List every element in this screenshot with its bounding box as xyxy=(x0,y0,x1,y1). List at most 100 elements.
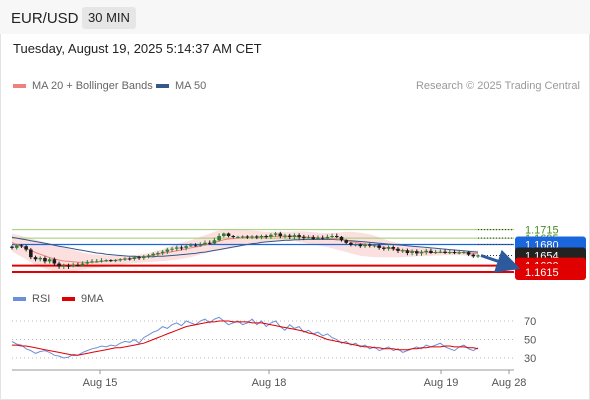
candle-body xyxy=(363,244,367,247)
candle-body xyxy=(447,252,452,254)
candle-body xyxy=(415,251,419,254)
candle-body xyxy=(358,244,363,247)
candle-body xyxy=(278,233,283,237)
rsi-tick-50: 50 xyxy=(524,335,536,347)
candle-body xyxy=(43,258,47,262)
candle-body xyxy=(283,235,287,237)
candle-body xyxy=(94,261,99,263)
candle-body xyxy=(170,248,174,250)
candle-body xyxy=(462,252,466,254)
candle-body xyxy=(245,236,250,238)
legend-ma20: MA 20 + Bollinger Bands xyxy=(13,80,153,92)
candle-body xyxy=(353,244,358,246)
candle-body xyxy=(320,237,325,239)
candle-body xyxy=(179,247,184,249)
candle-body xyxy=(339,236,344,241)
candle-body xyxy=(14,245,19,248)
candle-body xyxy=(386,247,391,249)
ma20-swatch xyxy=(13,84,26,88)
credit-text: Research © 2025 Trading Central xyxy=(415,80,580,92)
ma50-swatch xyxy=(156,84,169,88)
candle-body xyxy=(132,257,137,259)
candle-body xyxy=(66,265,71,267)
candle-body xyxy=(264,236,268,238)
candle-body xyxy=(57,263,61,267)
rsi-series-rsi xyxy=(11,316,479,359)
candle-body xyxy=(382,247,386,249)
rsi-ma-swatch xyxy=(62,297,75,301)
candle-body xyxy=(377,245,381,248)
legend-ma20-label: MA 20 + Bollinger Bands xyxy=(32,80,153,92)
candle-body xyxy=(123,258,127,260)
candle-body xyxy=(302,236,306,238)
candle-body xyxy=(189,245,193,247)
candle-body xyxy=(109,260,113,262)
candle-body xyxy=(240,236,245,238)
candle-body xyxy=(19,245,24,247)
candle-body xyxy=(311,237,316,239)
candle-body xyxy=(236,236,240,238)
candle-body xyxy=(207,242,212,244)
candle-body xyxy=(306,237,311,239)
candle-body xyxy=(349,242,353,245)
ma20-line xyxy=(11,235,478,263)
candle-body xyxy=(127,258,132,260)
candle-body xyxy=(76,264,80,266)
candle-body xyxy=(80,263,85,266)
candle-body xyxy=(38,258,43,260)
candle-body xyxy=(212,240,217,244)
candle-body xyxy=(90,261,94,263)
candle-body xyxy=(476,255,480,257)
candle-body xyxy=(419,252,424,254)
candle-body xyxy=(71,264,75,267)
candle-body xyxy=(259,236,264,238)
candle-body xyxy=(466,252,471,255)
candle-body xyxy=(174,247,179,249)
candle-body xyxy=(118,259,123,261)
candle-body xyxy=(410,251,414,253)
level-label-bg-5 xyxy=(515,264,586,280)
rsi-series-9ma xyxy=(12,320,479,356)
x-tick-label: Aug 19 xyxy=(424,377,459,389)
legend-rsi-ma-label: 9MA xyxy=(81,293,104,305)
candle-body xyxy=(52,259,57,264)
legend-rsi-label: RSI xyxy=(32,293,51,305)
instrument-title: EUR/USD xyxy=(11,10,79,27)
candle-body xyxy=(287,235,292,237)
candle-body xyxy=(316,237,320,239)
candle-body xyxy=(438,251,443,253)
candle-body xyxy=(10,246,14,248)
candle-body xyxy=(367,244,372,246)
candle-body xyxy=(156,252,160,254)
candle-body xyxy=(344,240,349,243)
candle-body xyxy=(330,236,334,238)
candle-body xyxy=(198,244,203,246)
candle-body xyxy=(396,248,400,251)
candle-body xyxy=(250,236,254,238)
candle-body xyxy=(254,236,259,238)
candle-body xyxy=(203,242,207,245)
candle-body xyxy=(297,235,301,237)
candle-body xyxy=(471,254,476,257)
candle-body xyxy=(29,249,33,258)
ma50-line xyxy=(11,236,479,258)
bollinger-band-area xyxy=(12,229,478,273)
candle-body xyxy=(391,247,396,249)
candle-body xyxy=(141,256,146,259)
chart-header: EUR/USD 30 MIN xyxy=(0,0,590,34)
candle-body xyxy=(24,246,28,250)
level-label-5: 1.1615 xyxy=(525,267,559,279)
chart-datetime: Tuesday, August 19, 2025 5:14:37 AM CET xyxy=(13,41,262,56)
legend-rsi: RSI xyxy=(13,293,50,305)
candle-body xyxy=(231,236,236,238)
candle-body xyxy=(400,250,405,252)
candle-body xyxy=(160,251,165,253)
candle-body xyxy=(292,235,297,237)
candle-body xyxy=(222,233,226,237)
candle-body xyxy=(273,233,278,235)
candle-body xyxy=(113,260,118,262)
candle-body xyxy=(85,262,90,264)
candle-body xyxy=(372,245,377,247)
timeframe-badge[interactable]: 30 MIN xyxy=(82,7,136,29)
